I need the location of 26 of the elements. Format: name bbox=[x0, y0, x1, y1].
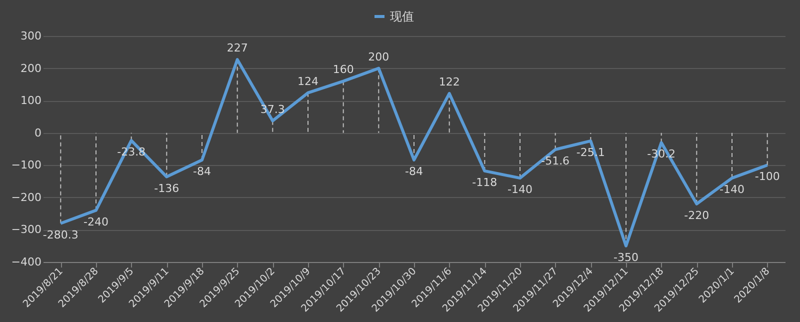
data-label: -118 bbox=[472, 176, 498, 189]
data-label: -84 bbox=[193, 164, 211, 178]
data-label: 122 bbox=[438, 75, 460, 88]
data-label: -350 bbox=[614, 250, 638, 264]
data-label: 160 bbox=[332, 63, 354, 76]
legend-label: 现值 bbox=[390, 10, 414, 24]
data-label: -51.6 bbox=[541, 154, 570, 168]
data-label: -280.3 bbox=[42, 228, 78, 242]
y-tick-label: 100 bbox=[20, 94, 42, 108]
data-label: 124 bbox=[298, 74, 318, 88]
y-tick-label: −400 bbox=[11, 256, 42, 268]
data-label: 200 bbox=[368, 50, 390, 64]
data-label: -240 bbox=[84, 215, 108, 228]
y-tick-label: 0 bbox=[34, 126, 42, 140]
y-tick-label: −300 bbox=[11, 223, 42, 236]
y-tick-label: 300 bbox=[20, 30, 42, 42]
y-tick-label: −100 bbox=[11, 158, 42, 172]
data-label: -140 bbox=[508, 183, 532, 196]
data-label: -140 bbox=[720, 183, 744, 196]
data-label: -100 bbox=[754, 170, 780, 184]
y-tick-label: −200 bbox=[11, 190, 42, 204]
data-label: -136 bbox=[154, 182, 180, 195]
y-tick-label: 200 bbox=[20, 62, 42, 75]
data-label: 227 bbox=[226, 42, 248, 55]
data-label: -84 bbox=[405, 164, 423, 178]
data-label: -220 bbox=[684, 208, 710, 222]
